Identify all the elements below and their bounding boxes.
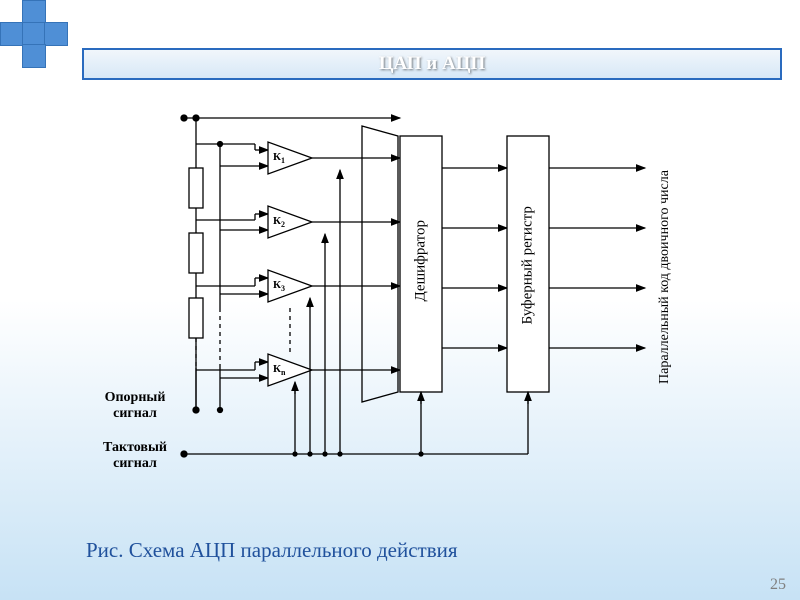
- page-number: 25: [770, 576, 786, 594]
- figure-caption: Рис. Схема АЦП параллельного действия: [86, 538, 458, 563]
- slide-title: ЦАП и АЦП: [379, 53, 486, 75]
- comp-k2: К: [273, 215, 281, 227]
- output-label: Параллельный код двоичного числа: [657, 144, 673, 384]
- title-bar: ЦАП и АЦП: [82, 48, 782, 80]
- comp-k1: К: [273, 151, 281, 163]
- svg-text:1: 1: [281, 156, 285, 165]
- decoder-label: Дешифратор: [413, 228, 430, 302]
- svg-text:n: n: [281, 368, 286, 377]
- diagram-svg: К 1 К 2 К 3 К n: [150, 108, 710, 518]
- svg-text:2: 2: [281, 220, 285, 229]
- diagram: К 1 К 2 К 3 К n Дешифратор Буферный реги…: [150, 108, 710, 518]
- svg-text:3: 3: [281, 284, 285, 293]
- buffer-label: Буферный регистр: [520, 205, 537, 325]
- comp-k3: К: [273, 279, 281, 291]
- slide: ЦАП и АЦП Опорныйсигнал Тактовыйсигнал: [0, 0, 800, 600]
- comp-kn: К: [273, 363, 281, 375]
